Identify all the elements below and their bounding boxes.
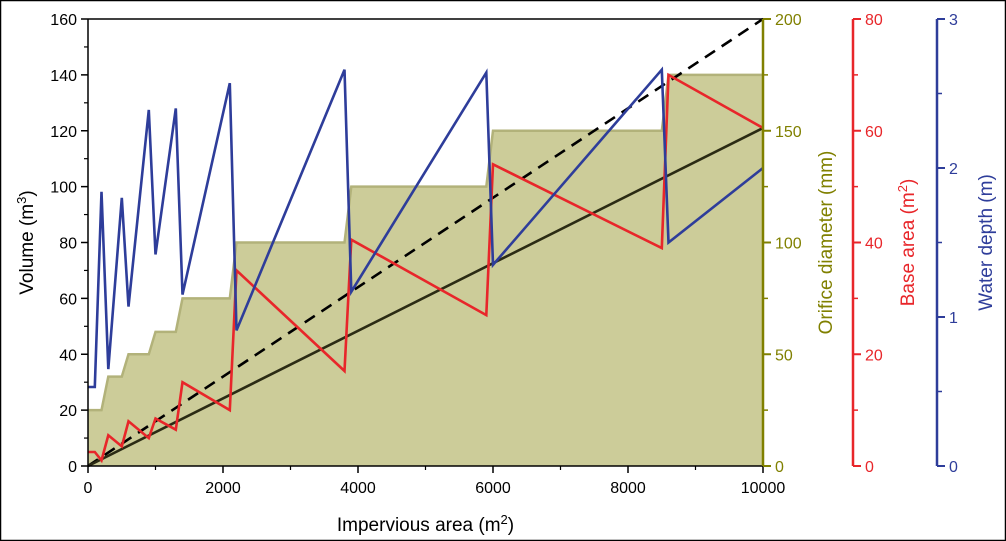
series-orifice-area: [88, 74, 763, 467]
x-tick-label: 0: [84, 480, 93, 497]
base-area-tick-label: 60: [865, 124, 883, 141]
series-lines-layer: [87, 17, 764, 468]
volume-tick-label: 60: [59, 291, 77, 308]
x-axis-title: Impervious area (m2): [337, 512, 514, 536]
x-tick-label: 2000: [205, 480, 241, 497]
x-tick-label: 6000: [475, 480, 511, 497]
x-tick-label: 10000: [741, 480, 786, 497]
volume-tick-label: 100: [50, 180, 77, 197]
base-area-tick-label: 80: [865, 12, 883, 29]
orifice-tick-label: 100: [775, 236, 802, 253]
orifice-tick-label: 200: [775, 12, 802, 29]
series-water-depth: [88, 66, 764, 389]
volume-tick-label: 160: [50, 12, 77, 29]
water-depth-tick-label: 0: [949, 459, 958, 476]
volume-tick-label: 40: [59, 347, 77, 364]
volume-tick-label: 80: [59, 236, 77, 253]
orifice-tick-label: 150: [775, 124, 802, 141]
water-depth-axis-title: Water depth (m): [976, 174, 997, 311]
volume-tick-label: 0: [68, 459, 77, 476]
base-area-tick-label: 40: [865, 236, 883, 253]
series-volume-solid: [87, 126, 764, 468]
volume-tick-label: 120: [50, 124, 77, 141]
orifice-fill-layer: [88, 73, 763, 467]
series-orifice-outline: [88, 73, 763, 412]
volume-tick-label: 20: [59, 403, 77, 420]
series-volume-dashed: [87, 17, 764, 468]
x-tick-label: 4000: [340, 480, 376, 497]
volume-axis-title: Volume (m3): [14, 190, 38, 294]
orifice-tick-label: 0: [775, 459, 784, 476]
base-area-tick-label: 0: [865, 459, 874, 476]
series-base-area: [88, 72, 764, 464]
water-depth-tick-label: 1: [949, 310, 958, 327]
orifice-axis-title: Orifice diameter (mm): [816, 151, 837, 335]
base-area-axis-title: Base area (m2): [895, 179, 919, 307]
x-tick-label: 8000: [610, 480, 646, 497]
orifice-tick-label: 50: [775, 347, 793, 364]
base-area-tick-label: 20: [865, 347, 883, 364]
water-depth-tick-label: 2: [949, 161, 958, 178]
water-depth-tick-label: 3: [949, 12, 958, 29]
volume-tick-label: 140: [50, 68, 77, 85]
